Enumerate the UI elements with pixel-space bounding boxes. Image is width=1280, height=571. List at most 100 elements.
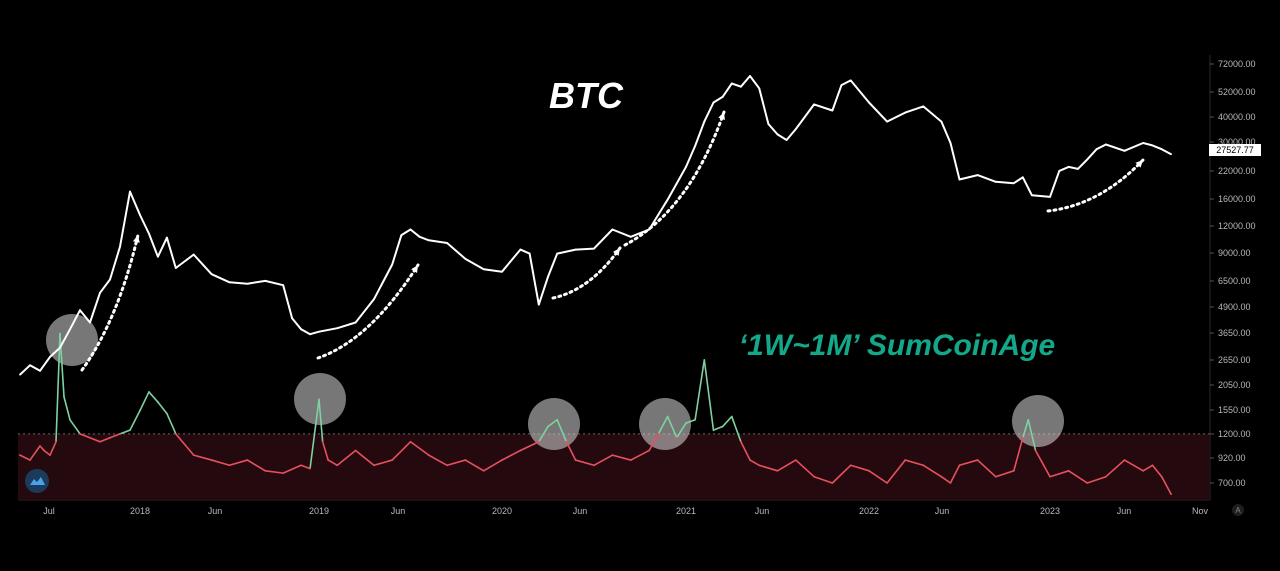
price-point — [758, 87, 761, 90]
coinage-segment — [229, 459, 248, 467]
y-tick-label: 1550.00 — [1218, 405, 1251, 415]
auto-scale-button[interactable]: A — [1232, 504, 1244, 516]
coinage-segment — [373, 459, 393, 467]
coinage-point — [519, 449, 522, 452]
coinage-point — [593, 464, 595, 467]
coinage-segment — [713, 425, 723, 431]
logo-icon[interactable] — [25, 469, 49, 493]
coinage-point — [43, 449, 45, 452]
coinage-point — [940, 475, 943, 478]
coinage-segment — [129, 410, 141, 431]
trend-arrow-path — [623, 110, 726, 247]
price-point — [309, 333, 311, 336]
y-tick-label: 2650.00 — [1218, 355, 1251, 365]
coinage-segment — [265, 470, 284, 474]
coinage-point — [148, 391, 150, 393]
y-tick-label: 3650.00 — [1218, 328, 1251, 338]
chart-title: BTC — [549, 75, 624, 116]
price-point — [1067, 166, 1070, 168]
coinage-point — [119, 432, 121, 435]
y-tick-label: 12000.00 — [1218, 221, 1256, 231]
price-point — [666, 198, 669, 201]
coinage-point — [1034, 449, 1037, 452]
price-point — [300, 328, 302, 331]
price-point — [446, 242, 448, 244]
price-point — [767, 123, 770, 125]
coinage-point — [157, 401, 159, 403]
coinage-point — [1027, 418, 1030, 421]
price-point — [1086, 158, 1089, 161]
coinage-point — [849, 464, 852, 467]
coinage-point — [537, 440, 540, 443]
coinage-segment — [391, 441, 412, 461]
x-tick-label: Jun — [935, 506, 950, 516]
coinage-segment — [309, 399, 320, 469]
y-tick-label: 16000.00 — [1218, 194, 1256, 204]
x-tick-label: Nov — [1192, 506, 1209, 516]
trend-arrow-head — [411, 265, 418, 273]
coinage-point — [129, 429, 131, 432]
coinage-point — [336, 464, 339, 467]
price-point — [1058, 170, 1061, 172]
price-point — [1151, 144, 1154, 147]
price-point — [139, 214, 141, 216]
price-point — [464, 257, 467, 260]
coinage-point — [446, 464, 448, 467]
auto-scale-label: A — [1235, 506, 1241, 515]
coinage-point — [354, 449, 357, 452]
coinage-segment — [904, 459, 924, 467]
x-tick-label: Jun — [755, 506, 770, 516]
coinage-point — [1086, 482, 1089, 484]
coinage-point — [1104, 475, 1107, 478]
price-point — [629, 235, 632, 238]
y-tick-label: 40000.00 — [1218, 112, 1256, 122]
x-tick-label: 2021 — [676, 506, 696, 516]
coinage-point — [39, 445, 41, 447]
y-tick-label: 72000.00 — [1218, 59, 1256, 69]
coinage-segment — [612, 454, 632, 461]
price-point — [712, 101, 715, 104]
price-point — [246, 282, 249, 285]
coinage-segment — [940, 476, 951, 484]
price-point — [940, 120, 943, 123]
coinage-segment — [59, 333, 65, 397]
coinage-point — [574, 459, 577, 461]
price-point — [904, 111, 907, 114]
coinage-segment — [1151, 464, 1163, 478]
y-tick-label: 700.00 — [1218, 478, 1246, 488]
price-point — [391, 263, 394, 266]
price-point — [228, 281, 231, 284]
coinage-segment — [630, 449, 650, 461]
coinage-point — [321, 440, 324, 443]
coinage-point — [29, 459, 31, 461]
coinage-point — [758, 464, 761, 467]
price-point — [849, 79, 852, 82]
coinage-point — [922, 464, 925, 467]
coinage-segment — [831, 464, 852, 484]
trend-arrow-path — [551, 246, 622, 300]
x-tick-label: 2020 — [492, 506, 512, 516]
price-point — [794, 128, 797, 130]
coinage-segment — [55, 333, 61, 442]
price-label-text: 27527.77 — [1216, 145, 1254, 155]
price-point — [29, 364, 31, 367]
price-point — [409, 228, 412, 231]
coinage-point — [1151, 464, 1154, 467]
chart-subtitle: ‘1W~1M’ SumCoinAge — [739, 329, 1055, 362]
price-point — [427, 239, 430, 242]
coinage-segment — [1022, 419, 1030, 438]
price-point — [949, 142, 952, 144]
coinage-point — [139, 409, 141, 412]
coinage-segment — [1105, 459, 1126, 478]
coinage-point — [464, 459, 467, 461]
price-point — [694, 145, 697, 147]
coinage-segment — [795, 459, 815, 478]
y-tick-label: 52000.00 — [1218, 87, 1256, 97]
coinage-segment — [1013, 437, 1024, 472]
trend-arrow-head — [132, 235, 140, 243]
x-tick-label: 2022 — [859, 506, 879, 516]
price-point — [922, 105, 925, 108]
coinage-segment — [166, 413, 177, 435]
y-tick-label: 1200.00 — [1218, 429, 1251, 439]
